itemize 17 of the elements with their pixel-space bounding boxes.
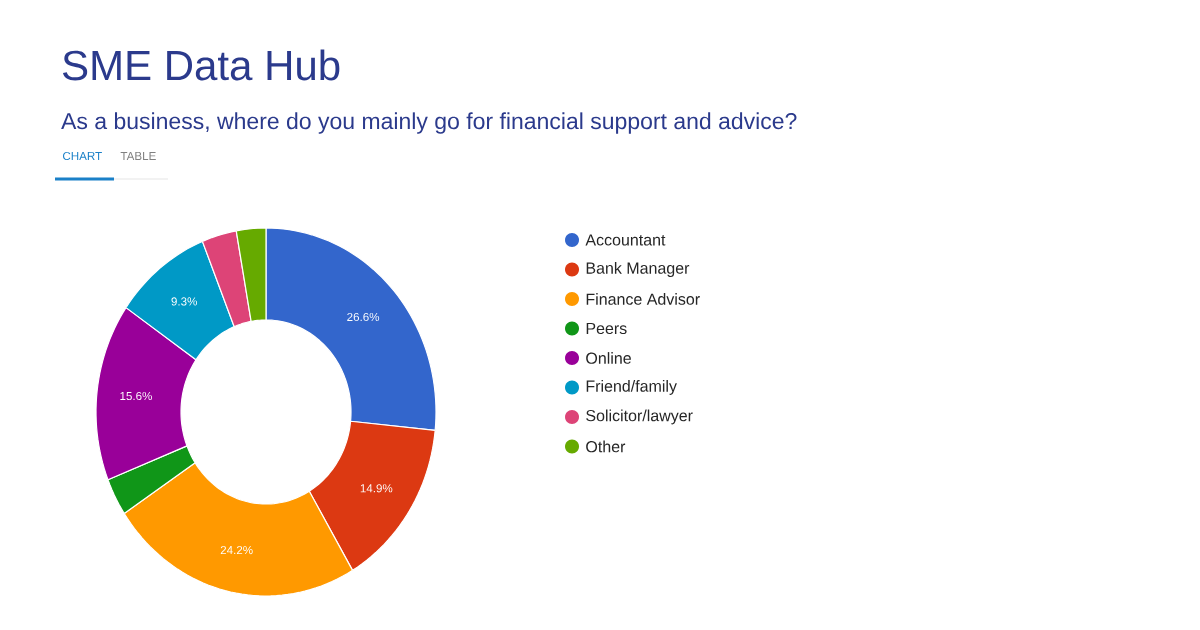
legend-label: Finance Advisor [586,293,700,305]
legend-label: Solicitor/lawyer [586,409,693,425]
data-label: 26.6% [347,312,380,322]
legend-label: Bank Manager [586,262,690,277]
data-label: 15.6% [120,391,152,401]
chart-subtitle: As a business, where do you mainly go for financial support and advice? [61,112,797,134]
chart-title: SME Data Hub [62,49,340,81]
data-label: 14.9% [360,484,393,493]
legend-label: Accountant [585,234,666,246]
legend-label: Friend/family [586,380,677,395]
text: CHART [63,151,102,161]
legend-label: Online [586,352,631,364]
text: TABLE [120,151,156,160]
legend-label: Peers [586,322,627,335]
data-label: 9.3% [171,297,197,306]
legend-label: Other [586,440,626,453]
data-label: 24.2% [220,545,253,555]
